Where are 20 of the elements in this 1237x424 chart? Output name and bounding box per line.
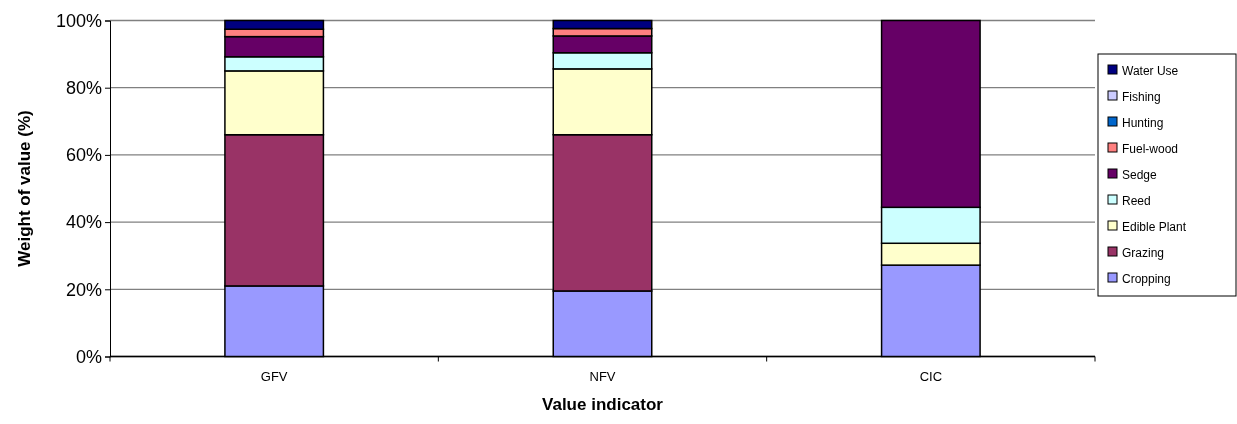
legend-label: Hunting <box>1122 115 1164 130</box>
legend-label: Grazing <box>1122 245 1165 260</box>
x-axis-title: Value indicator <box>542 395 664 414</box>
legend-label: Edible Plant <box>1122 219 1187 234</box>
x-tick-label: GFV <box>260 368 288 384</box>
x-tick-label: CIC <box>919 368 943 384</box>
x-tick-label: NFV <box>589 368 616 384</box>
y-tick-label: 0% <box>75 346 102 367</box>
legend-label: Reed <box>1122 193 1151 208</box>
y-tick-label: 80% <box>65 77 102 98</box>
legend-label: Fishing <box>1122 89 1161 104</box>
y-axis-title: Weight of value (%) <box>15 110 34 267</box>
y-tick-label: 20% <box>65 279 102 300</box>
legend-label: Cropping <box>1122 271 1171 286</box>
y-tick-label: 40% <box>65 212 102 233</box>
y-tick-label: 60% <box>65 145 102 166</box>
legend-label: Fuel-wood <box>1122 141 1179 156</box>
y-tick-label: 100% <box>55 10 102 31</box>
legend-label: Water Use <box>1122 63 1179 78</box>
legend-label: Sedge <box>1122 167 1158 182</box>
